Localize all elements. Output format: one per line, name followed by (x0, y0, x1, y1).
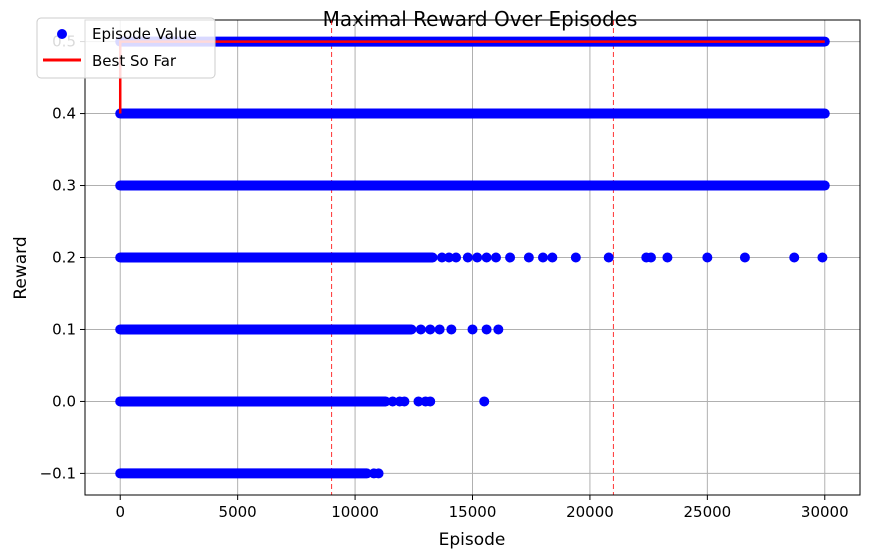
y-tick-label: −0.1 (40, 464, 76, 482)
scatter-dense-band (115, 252, 438, 263)
scatter-dense-band (115, 324, 417, 335)
scatter-point (434, 324, 445, 335)
legend-label-episode-value: Episode Value (92, 25, 197, 43)
scatter-point (662, 252, 673, 263)
scatter-point (472, 252, 483, 263)
scatter-point (425, 324, 436, 335)
scatter-point (373, 468, 384, 479)
scatter-dense-band (115, 108, 830, 119)
scatter-point (444, 252, 455, 263)
y-axis-label: Reward (11, 236, 31, 299)
scatter-point (415, 324, 426, 335)
scatter-point (481, 324, 492, 335)
scatter-point (436, 252, 447, 263)
scatter-point (570, 252, 581, 263)
data-points (115, 36, 830, 479)
x-tick-label: 0 (115, 503, 125, 521)
scatter-point (493, 324, 504, 335)
scatter-point (490, 252, 501, 263)
legend-marker-episode-value (57, 29, 67, 39)
scatter-point (462, 252, 473, 263)
y-tick-label: 0.3 (52, 177, 76, 195)
scatter-point (425, 396, 436, 407)
scatter-point (399, 396, 410, 407)
scatter-point (603, 252, 614, 263)
scatter-point (547, 252, 558, 263)
scatter-dense-band (115, 396, 391, 407)
scatter-point (645, 252, 656, 263)
scatter-point (789, 252, 800, 263)
x-tick-label: 30000 (801, 503, 849, 521)
x-tick-label: 5000 (219, 503, 257, 521)
marker-lines (331, 20, 614, 495)
axis-ticks: 0 5000 10000 15000 20000 25000 30000 −0.1 0.0 0.1… (40, 33, 849, 521)
scatter-point (537, 252, 548, 263)
scatter-point (467, 324, 478, 335)
scatter-point (702, 252, 713, 263)
scatter-point (451, 252, 462, 263)
x-tick-label: 10000 (331, 503, 379, 521)
legend-label-best-so-far: Best So Far (92, 52, 177, 70)
y-tick-label: 0.2 (52, 249, 76, 267)
scatter-dense-band (115, 468, 372, 479)
scatter-point (413, 396, 424, 407)
x-tick-label: 20000 (566, 503, 614, 521)
legend: Episode Value Best So Far (36, 17, 216, 79)
scatter-point (523, 252, 534, 263)
scatter-point (505, 252, 516, 263)
scatter-point (739, 252, 750, 263)
y-tick-label: 0.4 (52, 105, 76, 123)
scatter-point (481, 252, 492, 263)
scatter-dense-band (115, 180, 830, 191)
x-tick-label: 15000 (449, 503, 497, 521)
legend-box (36, 17, 216, 79)
chart-title: Maximal Reward Over Episodes (323, 7, 638, 31)
x-axis-label: Episode (439, 530, 506, 550)
y-tick-label: 0.0 (52, 392, 76, 410)
scatter-point (387, 396, 398, 407)
scatter-point (479, 396, 490, 407)
x-tick-label: 25000 (683, 503, 731, 521)
scatter-point (817, 252, 828, 263)
y-tick-label: 0.1 (52, 320, 76, 338)
scatter-point (446, 324, 457, 335)
